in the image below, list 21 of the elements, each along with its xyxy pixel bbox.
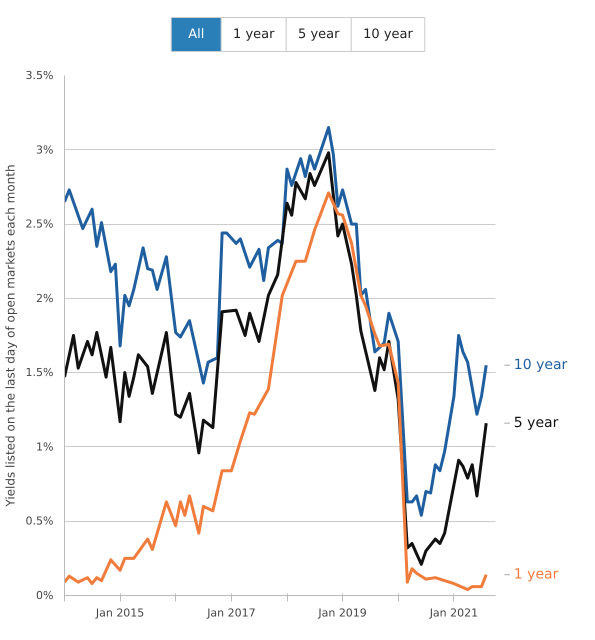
text: All <box>188 27 204 42</box>
y-tick-label: 1.5% <box>26 366 54 380</box>
text: 5 year <box>298 27 340 42</box>
y-tick-label: 0.5% <box>26 514 54 528</box>
series-label: 10 year <box>514 357 568 374</box>
line-series <box>64 126 488 517</box>
y-tick-label: 2.5% <box>26 218 54 231</box>
series-label: 1 year <box>514 566 559 583</box>
x-tick-label: Jan 2021 <box>428 606 478 620</box>
y-tick-label: 3.5% <box>26 69 54 82</box>
y-tick-label: 2% <box>36 292 54 305</box>
x-tick-label: Jan 2017 <box>206 606 256 620</box>
y-tick-label: 1% <box>36 440 54 454</box>
x-tick-label: Jan 2019 <box>317 606 367 620</box>
text: 10 year <box>363 27 414 42</box>
y-tick-label: 3% <box>36 143 54 156</box>
y-tick-label: 0% <box>36 589 54 602</box>
text: 1 year <box>233 27 276 42</box>
x-tick-label: Jan 2015 <box>94 606 144 620</box>
y-axis-title: Yields listed on the last day of open markets each month <box>4 164 18 508</box>
series-label: 5 year <box>514 415 559 432</box>
